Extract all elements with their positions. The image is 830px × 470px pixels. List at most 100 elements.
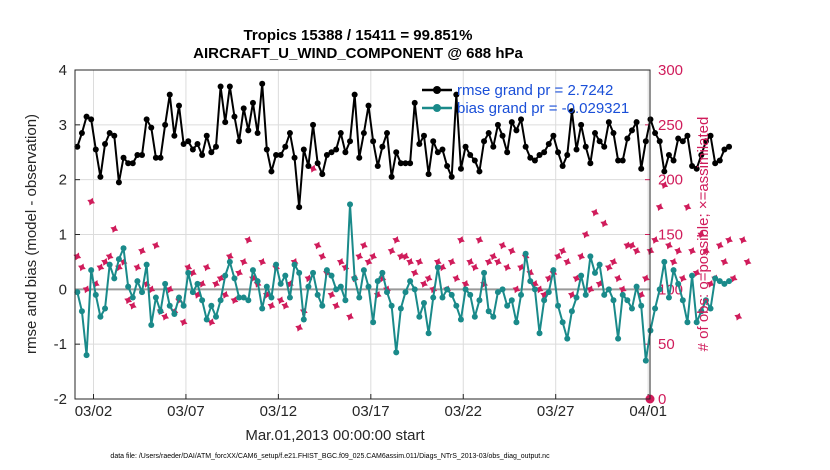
bias-point bbox=[726, 278, 733, 285]
rmse-point bbox=[273, 151, 280, 158]
rmse-point bbox=[240, 105, 247, 112]
rmse-point bbox=[684, 132, 691, 139]
rmse-point bbox=[185, 138, 192, 145]
bias-point bbox=[305, 283, 312, 290]
bias-point bbox=[568, 308, 575, 315]
bias-point bbox=[78, 308, 85, 315]
obs-possible-point bbox=[466, 258, 475, 266]
rmse-point bbox=[448, 173, 455, 180]
bias-point bbox=[402, 289, 409, 296]
bias-point bbox=[587, 253, 594, 260]
rmse-point bbox=[633, 119, 640, 126]
bias-point bbox=[596, 261, 603, 268]
rmse-point bbox=[702, 138, 709, 145]
rmse-point bbox=[115, 179, 122, 186]
obs-possible-point bbox=[581, 230, 590, 239]
rmse-point bbox=[74, 143, 81, 150]
obs-possible-point bbox=[452, 274, 461, 283]
bias-point bbox=[388, 302, 395, 309]
rmse-point bbox=[319, 171, 326, 178]
bias-point bbox=[176, 294, 182, 301]
bias-point bbox=[716, 278, 723, 285]
data-file-footer: data file: /Users/raeder/DAI/ATM_forcXX/… bbox=[110, 453, 550, 460]
bias-point bbox=[504, 302, 511, 309]
obs-possible-point bbox=[128, 301, 137, 310]
obs-possible-point bbox=[457, 236, 465, 244]
rmse-point bbox=[444, 162, 451, 169]
bias-point bbox=[347, 201, 354, 208]
bias-point bbox=[462, 286, 469, 293]
bias-point bbox=[236, 294, 243, 301]
rmse-point bbox=[222, 119, 229, 126]
bias-point bbox=[467, 291, 474, 298]
rmse-point bbox=[143, 116, 150, 123]
bias-point bbox=[120, 245, 127, 252]
bias-point bbox=[333, 286, 340, 293]
bias-point bbox=[518, 291, 525, 298]
rmse-point bbox=[194, 141, 201, 148]
obs-possible-point bbox=[554, 252, 562, 261]
bias-point bbox=[92, 291, 99, 298]
y-tick-label: 0 bbox=[59, 281, 67, 298]
bias-point bbox=[291, 261, 298, 268]
bias-point bbox=[707, 305, 714, 312]
bias-point bbox=[226, 258, 233, 265]
rmse-point bbox=[610, 130, 617, 137]
bias-point bbox=[485, 308, 492, 315]
bias-point bbox=[208, 302, 215, 309]
obs-possible-point bbox=[540, 290, 549, 299]
bias-point bbox=[152, 294, 159, 301]
bias-point bbox=[245, 297, 252, 304]
rmse-point bbox=[370, 138, 377, 145]
obs-possible-point bbox=[346, 312, 354, 321]
rmse-series bbox=[74, 80, 733, 211]
rmse-point bbox=[661, 168, 668, 175]
obs-possible-point bbox=[526, 269, 535, 277]
rmse-point bbox=[504, 149, 511, 156]
rmse-point bbox=[573, 146, 580, 153]
obs-possible-point bbox=[489, 252, 498, 261]
bias-point bbox=[541, 297, 548, 304]
rmse-point bbox=[212, 143, 219, 150]
bias-point bbox=[675, 280, 682, 287]
obs-possible-point bbox=[341, 263, 350, 272]
bias-point bbox=[97, 313, 104, 320]
y-axis-ticks: -2 -1 0 1 2 3 4 bbox=[54, 62, 80, 408]
obs-possible-point bbox=[507, 247, 516, 255]
obs-possible-point bbox=[276, 296, 285, 305]
rmse-point bbox=[125, 160, 132, 167]
obs-possible-point bbox=[216, 274, 225, 283]
bias-point bbox=[254, 278, 261, 285]
bias-point bbox=[698, 308, 705, 315]
bias-point bbox=[420, 300, 427, 307]
bias-point bbox=[277, 280, 284, 287]
obs-possible-point bbox=[697, 230, 706, 239]
obs-possible-point bbox=[387, 247, 396, 255]
bias-point bbox=[555, 302, 562, 309]
rmse-point bbox=[536, 151, 543, 158]
rmse-point bbox=[601, 143, 608, 150]
obs-possible-point bbox=[577, 252, 586, 261]
bias-point bbox=[319, 302, 326, 309]
obs-possible-point bbox=[364, 258, 373, 266]
bias-point bbox=[702, 297, 709, 304]
rmse-point bbox=[393, 149, 400, 156]
bias-point bbox=[642, 357, 649, 364]
obs-possible-point bbox=[665, 241, 673, 250]
bias-point bbox=[111, 275, 118, 282]
rmse-point bbox=[416, 141, 423, 148]
bias-point bbox=[360, 267, 367, 274]
rmse-point bbox=[88, 116, 95, 123]
rmse-point bbox=[111, 132, 118, 139]
rmse-point bbox=[587, 160, 594, 167]
obs-possible-point bbox=[184, 263, 193, 272]
rmse-point bbox=[365, 102, 372, 109]
bias-point bbox=[282, 272, 289, 279]
bias-point bbox=[434, 264, 441, 271]
bias-point bbox=[522, 250, 529, 257]
obs-possible-point bbox=[655, 203, 664, 211]
rmse-point bbox=[106, 130, 113, 137]
rmse-point bbox=[615, 157, 622, 164]
bias-point bbox=[628, 305, 635, 312]
